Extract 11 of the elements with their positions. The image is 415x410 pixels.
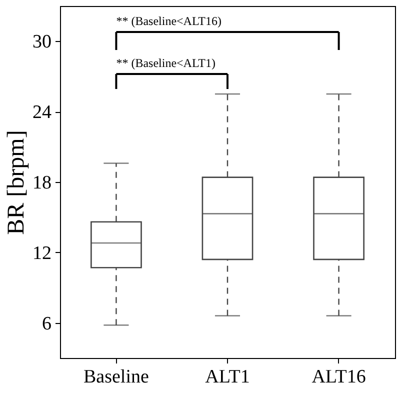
x-tick-label: ALT1 [205, 366, 250, 388]
y-tick-label: 12 [32, 242, 52, 264]
x-tick-label: ALT16 [312, 366, 366, 388]
y-tick-label: 24 [32, 102, 52, 124]
y-tick-label: 30 [32, 32, 52, 53]
annotation: ** (Baseline<ALT1) [116, 56, 216, 70]
x-tick-label: Baseline [83, 366, 149, 388]
annotation: ** (Baseline<ALT16) [116, 14, 222, 28]
y-tick-label: 18 [32, 172, 52, 194]
y-axis-title: BR [brpm] [4, 130, 30, 235]
y-tick-label: 6 [42, 313, 52, 334]
